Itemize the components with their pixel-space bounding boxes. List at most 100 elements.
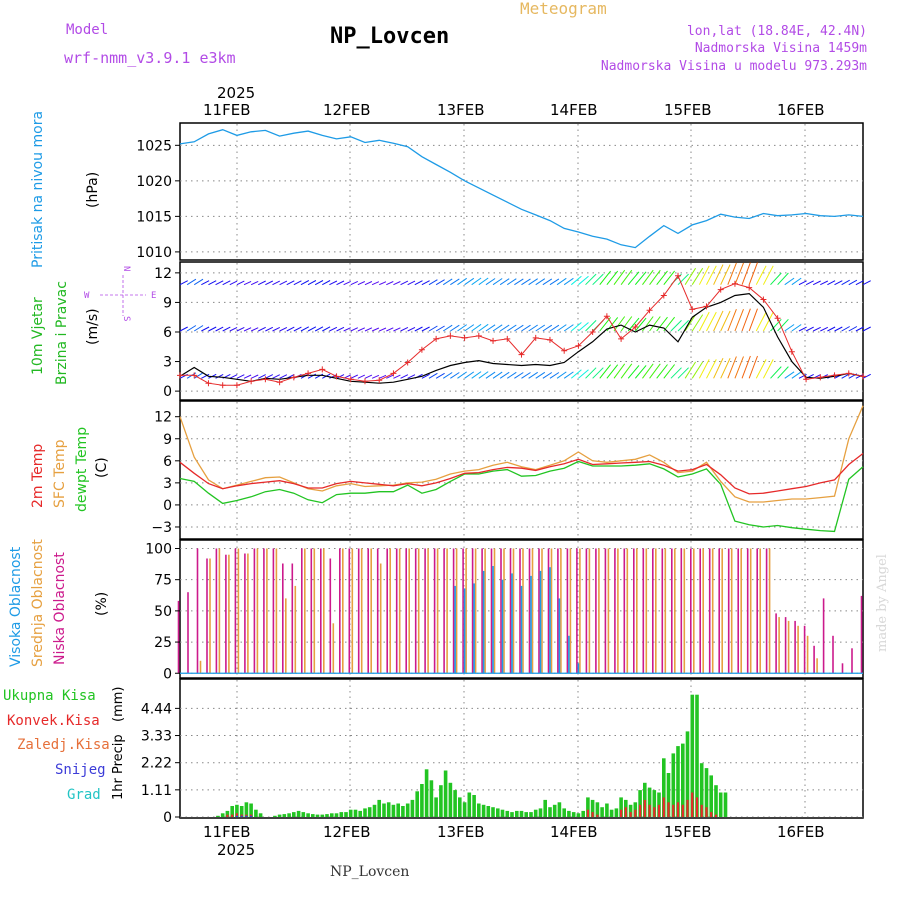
wind-gust-marker-35 <box>675 272 682 279</box>
wind-arrow-0-132 <box>492 371 503 379</box>
precip-bar-0-39 <box>363 808 367 817</box>
wind-arrow-0-87 <box>386 374 394 379</box>
watermark: made by Angel <box>875 554 890 652</box>
wind-arrow-2-129 <box>485 278 496 286</box>
precip-bar-0-46 <box>396 803 400 817</box>
wind-gust-marker-12 <box>347 376 354 383</box>
wind-arrow-1-279 <box>841 326 850 332</box>
temperature-panel: −3 0 3 6 9 12 2m Temp SFC Temp dewpt Temp (C) <box>30 400 864 540</box>
wind-arrow-0-96 <box>407 374 416 379</box>
wind-arrow-1-48 <box>293 326 302 332</box>
precip-bar-0-84 <box>576 813 581 817</box>
wind-arrow-2-69 <box>343 280 351 286</box>
wind-arrow-0-237 <box>741 355 751 379</box>
wind-gust-marker-29 <box>589 328 596 335</box>
wind-arrow-2-183 <box>613 269 626 285</box>
station-title: NP_Lovcen <box>330 24 449 49</box>
meteogram-title: Meteogram <box>520 0 607 18</box>
wind-arrow-1-285 <box>855 326 864 332</box>
wind-arrow-1-252 <box>777 318 789 332</box>
wind-arrow-2-270 <box>820 280 829 286</box>
wind-arrow-2-219 <box>698 265 710 285</box>
wind-gust-marker-43 <box>788 348 795 355</box>
wind-arrow-2-204 <box>663 270 675 285</box>
wind-arrow-2-138 <box>506 278 517 286</box>
precip-ylabel: 1hr Precip <box>111 734 126 800</box>
wind-arrow-1-69 <box>343 327 351 332</box>
cloud-frame <box>179 539 864 679</box>
wind-gust-marker-41 <box>760 296 767 303</box>
pressure-series-line <box>179 129 864 249</box>
precip-bar-0-102 <box>662 758 666 817</box>
precip-bar-0-11 <box>230 806 234 817</box>
wind-arrow-1-18 <box>222 326 231 332</box>
wind-arrow-2-234 <box>734 262 744 285</box>
day-label-bottom-5: 16FEB <box>777 823 824 841</box>
wind-arrow-1-171 <box>585 320 597 332</box>
temp-grid <box>180 402 863 538</box>
wind-arrow-0-285 <box>855 373 864 379</box>
wind-arrow-2-162 <box>563 277 574 286</box>
precip-bar-0-33 <box>334 813 339 817</box>
wind-arrow-2-216 <box>691 267 704 285</box>
wind-arrow-0-195 <box>642 363 654 379</box>
wind-gust-marker-11 <box>333 373 340 380</box>
wind-gust-marker-5 <box>248 378 255 385</box>
wind-arrow-1-108 <box>435 325 445 332</box>
wind-arrow-2-21 <box>229 280 238 286</box>
wind-arrow-2-75 <box>357 281 366 286</box>
ytick-label-4: 9 <box>163 432 172 448</box>
precip-bar-0-109 <box>695 694 699 817</box>
precip-bar-1-113 <box>714 814 718 817</box>
wind-gust-marker-26 <box>546 336 553 343</box>
wind-arrow-0-24 <box>236 374 245 379</box>
wind-gust-marker-2 <box>205 380 212 387</box>
precip-bar-0-34 <box>339 812 344 817</box>
wind-arrow-2-168 <box>578 275 589 286</box>
precip-bar-1-111 <box>705 807 708 817</box>
wind-arrow-1-156 <box>549 324 560 332</box>
wind-arrow-0-90 <box>393 374 401 379</box>
precip-bar-0-76 <box>538 808 543 817</box>
wind-gust-marker-27 <box>561 347 568 354</box>
wind-arrow-1-15 <box>215 326 224 332</box>
precip-bar-0-36 <box>348 809 353 817</box>
ytick-label-0: −3 <box>151 520 172 536</box>
wind-arrow-0-147 <box>528 371 538 379</box>
wind-arrow-1-150 <box>535 324 546 332</box>
wind-arrow-1-30 <box>250 327 259 332</box>
wind-arrow-1-93 <box>400 326 409 332</box>
wind-arrow-0-231 <box>727 356 737 379</box>
wind-arrow-1-288 <box>862 326 871 332</box>
wind-arrow-2-141 <box>514 278 524 286</box>
precip-frame <box>179 678 864 819</box>
wind-gust-marker-44 <box>803 376 810 383</box>
wind-arrow-2-198 <box>649 269 661 285</box>
ytick-label-2: 3 <box>163 476 172 492</box>
wind-arrow-1-246 <box>762 311 774 332</box>
wind-arrow-1-54 <box>307 326 317 332</box>
pressure-frame <box>179 122 864 261</box>
wind-arrow-2-15 <box>215 280 224 286</box>
wind-arrow-1-102 <box>421 326 430 332</box>
wind-arrow-0-252 <box>777 366 789 379</box>
wind-arrow-2-108 <box>435 279 445 286</box>
precip-bar-0-20 <box>273 815 277 817</box>
wind-arrow-0-180 <box>606 364 619 379</box>
model-label: Model <box>66 22 108 38</box>
wind-gust-marker-18 <box>433 335 440 342</box>
wind-arrow-2-156 <box>549 278 560 286</box>
precip-bar-0-89 <box>600 807 604 817</box>
wind-gust-marker-10 <box>319 366 326 373</box>
wind-gust-marker-15 <box>390 370 397 377</box>
precip-bar-0-95 <box>628 804 633 817</box>
precip-bar-0-78 <box>548 807 552 817</box>
wind-gust-marker-30 <box>603 313 610 320</box>
wind-arrow-0-186 <box>620 363 633 379</box>
precip-bar-0-44 <box>386 802 391 817</box>
wind-arrow-2-150 <box>535 278 546 286</box>
wind-arrow-1-204 <box>663 316 675 332</box>
wind-arrow-0-135 <box>499 371 510 379</box>
wind-arrow-2-78 <box>364 281 373 286</box>
